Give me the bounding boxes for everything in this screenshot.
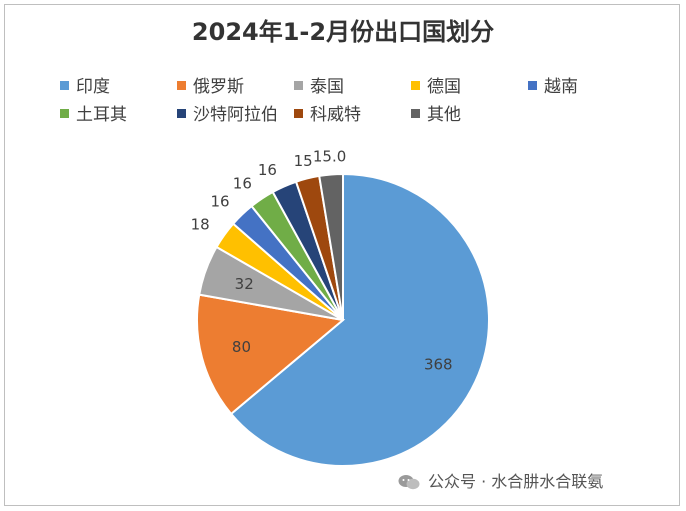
wechat-icon <box>398 475 420 490</box>
legend-swatch <box>411 109 420 118</box>
legend-item-kuwait: 科威特 <box>294 100 361 125</box>
legend-label: 印度 <box>76 77 110 97</box>
watermark-text: 公众号 · 水合肼水合联氨 <box>428 472 604 491</box>
chart-title: 2024年1-2月份出口国划分 <box>191 18 495 46</box>
pie-slice-india <box>229 172 490 467</box>
pie-slice-russia <box>196 293 346 416</box>
watermark: 公众号 · 水合肼水合联氨 <box>398 468 603 492</box>
legend-item-germany: 德国 <box>411 72 461 97</box>
legend-item-vietnam: 越南 <box>528 72 578 97</box>
data-label-thailand: 32 <box>235 275 254 293</box>
legend-item-thailand: 泰国 <box>294 72 344 97</box>
data-label-saudi-arabia: 16 <box>258 161 277 179</box>
legend-label: 泰国 <box>310 77 344 97</box>
legend-label: 科威特 <box>310 105 361 125</box>
legend-label: 土耳其 <box>76 105 127 125</box>
data-label-russia: 80 <box>232 338 251 356</box>
data-label-kuwait: 15 <box>294 152 313 170</box>
legend-swatch <box>177 81 186 90</box>
legend-label: 德国 <box>427 77 461 97</box>
legend-label: 俄罗斯 <box>193 77 244 97</box>
legend-swatch <box>177 109 186 118</box>
legend-swatch <box>60 81 69 90</box>
data-label-turkey: 16 <box>233 175 252 193</box>
legend-item-russia: 俄罗斯 <box>177 72 244 97</box>
data-label-vietnam: 16 <box>210 193 229 211</box>
legend-item-india: 印度 <box>60 72 110 97</box>
data-label-india: 368 <box>424 355 453 373</box>
legend-label: 其他 <box>427 105 461 125</box>
pie-slice-other <box>318 172 344 321</box>
legend-item-turkey: 土耳其 <box>60 100 127 125</box>
legend-label: 沙特阿拉伯 <box>193 105 278 125</box>
legend-swatch <box>294 109 303 118</box>
data-label-other: 15.0 <box>313 148 346 166</box>
legend-swatch <box>60 109 69 118</box>
legend-swatch <box>294 81 303 90</box>
legend-swatch <box>528 81 537 90</box>
legend-swatch <box>411 81 420 90</box>
legend-item-saudi-arabia: 沙特阿拉伯 <box>177 100 278 125</box>
legend-item-other: 其他 <box>411 100 461 125</box>
data-label-germany: 18 <box>191 215 210 233</box>
legend-label: 越南 <box>544 77 578 97</box>
